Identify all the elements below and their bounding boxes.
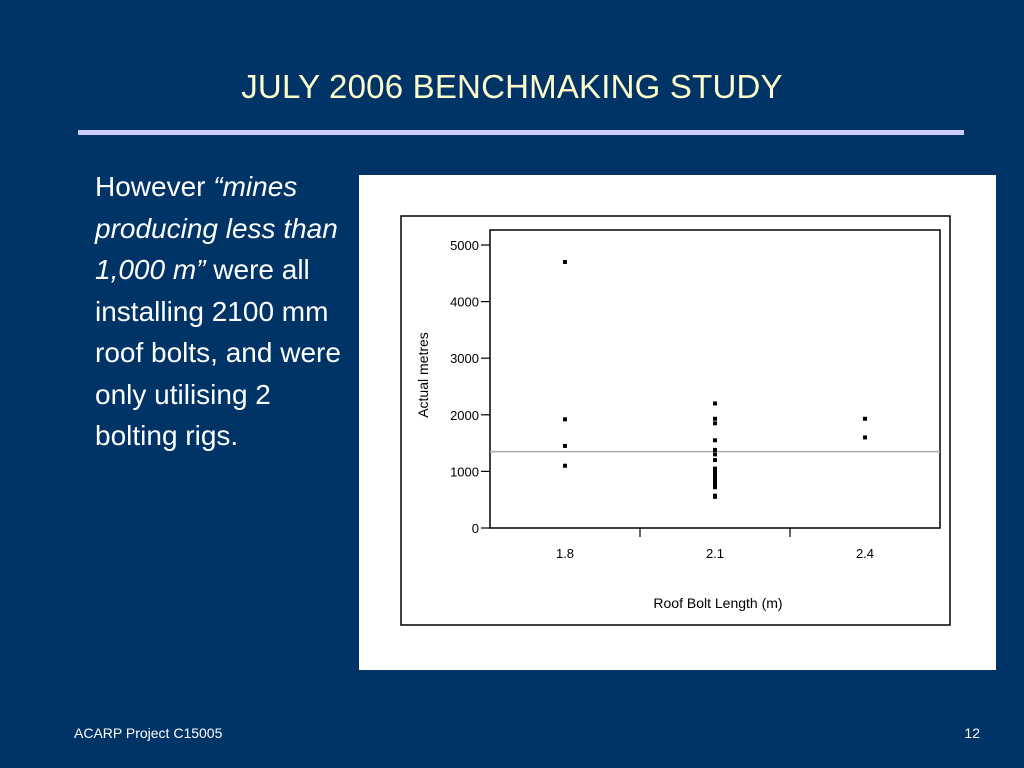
- data-point: [713, 476, 717, 481]
- body-text: However “mines producing less than 1,000…: [95, 166, 353, 457]
- y-tick-label: 4000: [450, 295, 479, 310]
- data-point: [713, 471, 717, 476]
- data-point: [713, 485, 717, 490]
- data-point: [563, 443, 567, 448]
- data-point: [713, 438, 717, 443]
- x-tick-label: 1.8: [556, 546, 574, 561]
- y-tick-label: 1000: [450, 464, 479, 479]
- y-tick-label: 5000: [450, 238, 479, 253]
- x-axis: 1.8 2.1 2.4: [556, 528, 874, 561]
- chart-panel: 0 1000 2000 3000 4000 5000 1.8 2.1 2.4 Actual m…: [359, 175, 996, 670]
- data-points: [563, 259, 867, 499]
- data-point: [713, 447, 717, 452]
- data-point: [713, 421, 717, 426]
- slide-title: JULY 2006 BENCHMAKING STUDY: [241, 68, 783, 105]
- data-point: [713, 469, 717, 474]
- body-quote: “mines producing less than 1,000 m”: [95, 171, 338, 285]
- footer-project-label: ACARP Project C15005: [74, 725, 223, 741]
- data-point: [713, 458, 717, 463]
- y-axis-label: Actual metres: [415, 332, 431, 418]
- data-point: [713, 480, 717, 485]
- y-axis: 0 1000 2000 3000 4000 5000: [450, 238, 490, 536]
- data-point: [563, 259, 567, 264]
- data-point: [563, 417, 567, 422]
- data-point: [713, 482, 717, 487]
- data-point: [563, 463, 567, 468]
- y-tick-label: 3000: [450, 351, 479, 366]
- data-point: [713, 452, 717, 457]
- data-point: [863, 416, 867, 421]
- y-tick-label: 2000: [450, 408, 479, 423]
- x-axis-label: Roof Bolt Length (m): [653, 595, 782, 611]
- data-point: [713, 494, 717, 499]
- body-rest: were all installing 2100 mm roof bolts, …: [95, 254, 341, 451]
- data-point: [713, 401, 717, 406]
- data-point: [863, 435, 867, 440]
- page-number: 12: [964, 725, 980, 741]
- x-tick-label: 2.1: [706, 546, 724, 561]
- data-point: [713, 466, 717, 471]
- plot-area: [489, 229, 941, 529]
- x-tick-label: 2.4: [856, 546, 874, 561]
- data-point: [713, 473, 717, 478]
- data-point: [713, 416, 717, 421]
- chart-frame: [400, 215, 951, 626]
- body-intro: However: [95, 171, 214, 202]
- scatter-chart: 0 1000 2000 3000 4000 5000 1.8 2.1 2.4 Actual m…: [400, 215, 951, 626]
- title-divider: [78, 130, 964, 135]
- y-tick-label: 0: [472, 521, 479, 536]
- data-point: [713, 478, 717, 483]
